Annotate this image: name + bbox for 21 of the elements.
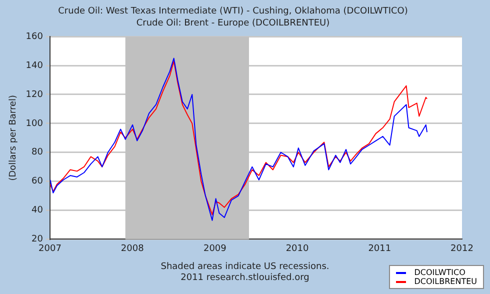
x-tick-label: 2007 bbox=[38, 244, 62, 254]
text: 2011 research.stlouisfed.org bbox=[180, 273, 310, 283]
y-tick-label: 120 bbox=[26, 90, 44, 100]
y-tick-label: 80 bbox=[32, 148, 44, 158]
legend-label: DCOILWTICO bbox=[413, 268, 466, 277]
x-tick-label: 2010 bbox=[286, 244, 310, 254]
y-tick-label: 100 bbox=[26, 118, 44, 129]
legend-label: DCOILBRENTEU bbox=[413, 277, 477, 286]
y-tick-label: 40 bbox=[32, 206, 44, 216]
y-tick-label: 140 bbox=[26, 60, 44, 71]
y-tick-label: 160 bbox=[26, 32, 44, 42]
y-axis-title: (Dollars per Barrel) bbox=[8, 94, 19, 181]
y-tick-label: 60 bbox=[32, 176, 44, 187]
x-tick-label: 2011 bbox=[368, 244, 392, 254]
x-tick-label: 2008 bbox=[120, 244, 144, 254]
y-tick-label: 20 bbox=[32, 234, 44, 245]
x-tick-label: 2012 bbox=[450, 244, 474, 254]
x-tick-label: 2009 bbox=[203, 244, 227, 254]
text: Shaded areas indicate US recessions. bbox=[160, 262, 330, 272]
chart-title: Crude Oil: West Texas Intermediate (WTI) - Cushing, Oklahoma (DCOILWTICO) bbox=[58, 6, 408, 17]
chart-subtitle: Crude Oil: Brent - Europe (DCOILBRENTEU) bbox=[136, 18, 330, 29]
